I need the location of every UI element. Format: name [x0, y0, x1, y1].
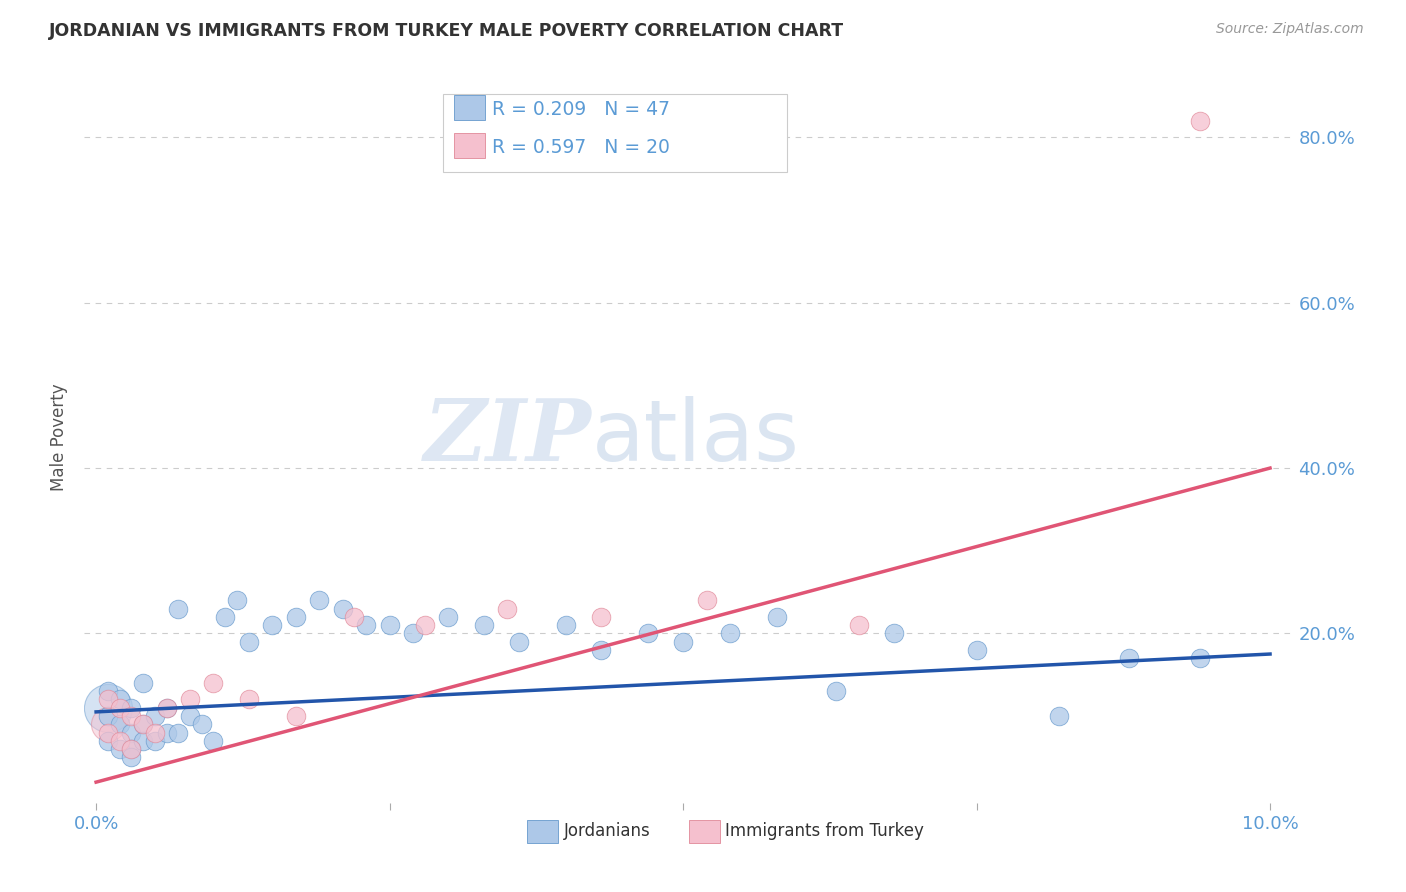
Point [132, 717, 155, 731]
Point [108, 742, 131, 756]
Point [226, 593, 249, 607]
Point [143, 709, 166, 723]
Point [97, 717, 120, 731]
Point [97, 734, 120, 748]
Point [155, 725, 177, 739]
Point [1047, 709, 1070, 723]
Point [672, 634, 695, 648]
Point [472, 618, 495, 632]
Point [97, 700, 120, 714]
Point [132, 676, 155, 690]
Point [120, 725, 142, 739]
Point [97, 709, 120, 723]
Point [120, 742, 142, 756]
Point [554, 618, 576, 632]
Point [179, 709, 201, 723]
Point [437, 610, 460, 624]
Point [108, 700, 131, 714]
Point [190, 717, 212, 731]
Text: Immigrants from Turkey: Immigrants from Turkey [725, 822, 924, 840]
Point [413, 618, 436, 632]
Point [238, 634, 260, 648]
Point [120, 709, 142, 723]
Point [97, 684, 120, 698]
Point [696, 593, 718, 607]
Point [766, 610, 789, 624]
Point [143, 725, 166, 739]
Point [108, 734, 131, 748]
Point [202, 734, 225, 748]
Point [1188, 114, 1211, 128]
Point [120, 700, 142, 714]
Point [132, 717, 155, 731]
Point [143, 734, 166, 748]
Point [202, 676, 225, 690]
Point [637, 626, 659, 640]
Point [238, 692, 260, 706]
Point [966, 643, 988, 657]
Point [589, 643, 612, 657]
Point [179, 692, 201, 706]
Point [354, 618, 377, 632]
Text: JORDANIAN VS IMMIGRANTS FROM TURKEY MALE POVERTY CORRELATION CHART: JORDANIAN VS IMMIGRANTS FROM TURKEY MALE… [49, 22, 845, 40]
Point [496, 601, 519, 615]
Text: Source: ZipAtlas.com: Source: ZipAtlas.com [1216, 22, 1364, 37]
Point [718, 626, 741, 640]
Text: atlas: atlas [592, 395, 800, 479]
Point [508, 634, 530, 648]
Point [284, 610, 307, 624]
Text: Jordanians: Jordanians [564, 822, 651, 840]
Point [214, 610, 236, 624]
Text: R = 0.597   N = 20: R = 0.597 N = 20 [492, 137, 671, 157]
Point [132, 734, 155, 748]
Y-axis label: Male Poverty: Male Poverty [51, 384, 69, 491]
Point [883, 626, 905, 640]
Text: R = 0.209   N = 47: R = 0.209 N = 47 [492, 100, 671, 120]
Point [155, 700, 177, 714]
Point [120, 742, 142, 756]
Point [824, 684, 846, 698]
Point [378, 618, 401, 632]
Text: ZIP: ZIP [425, 395, 592, 479]
Point [589, 610, 612, 624]
Point [343, 610, 366, 624]
Point [97, 725, 120, 739]
Point [167, 725, 190, 739]
Point [262, 618, 284, 632]
Point [108, 692, 131, 706]
Point [402, 626, 425, 640]
Point [108, 717, 131, 731]
Point [120, 750, 142, 764]
Point [167, 601, 190, 615]
Point [284, 709, 307, 723]
Point [308, 593, 330, 607]
Point [1188, 651, 1211, 665]
Point [848, 618, 870, 632]
Point [97, 692, 120, 706]
Point [1118, 651, 1140, 665]
Point [332, 601, 354, 615]
Point [155, 700, 177, 714]
